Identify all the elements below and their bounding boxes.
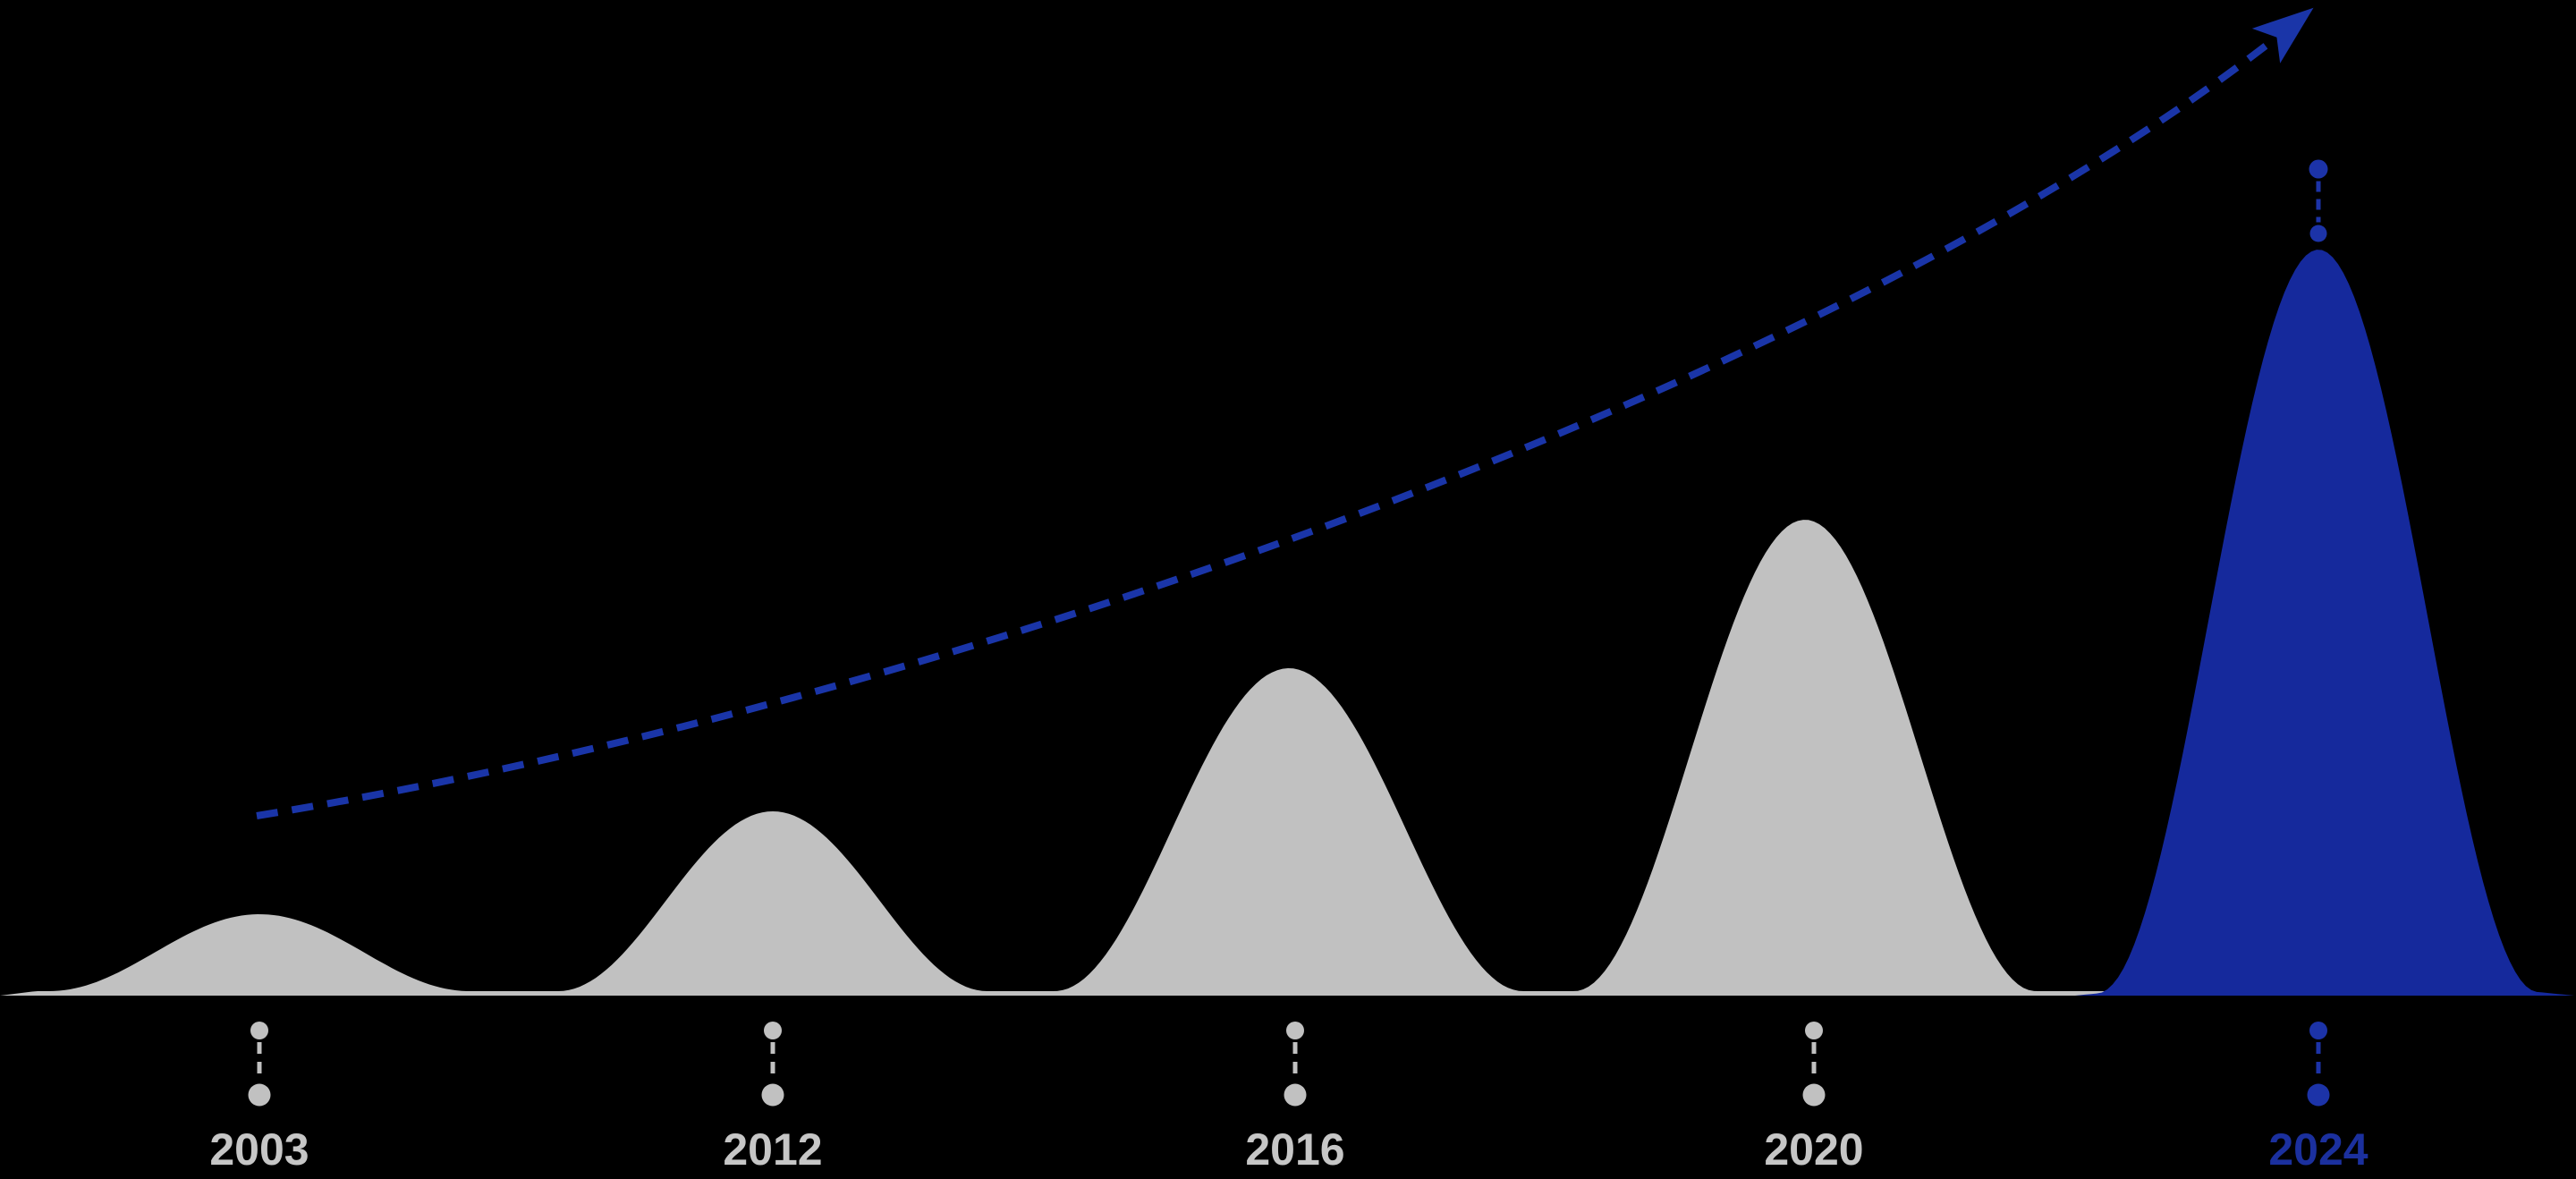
year-marker-2003-bottom-dot	[248, 1083, 271, 1107]
year-marker-2020-top-dot	[1805, 1022, 1823, 1039]
year-label-2003: 2003	[209, 1124, 309, 1175]
year-marker-2016-bottom-dot	[1284, 1083, 1307, 1107]
peak-top-marker-2024-bottom-dot	[2309, 225, 2327, 242]
year-labels: 2003 2012 2016 2020 2024	[209, 1124, 2368, 1175]
year-label-2020: 2020	[1764, 1124, 1863, 1175]
year-marker-2020	[1802, 1022, 1826, 1107]
year-marker-2024	[2307, 1022, 2330, 1107]
year-marker-2016-top-dot	[1286, 1022, 1304, 1039]
year-marker-2024-top-dot	[2309, 1022, 2327, 1039]
year-label-2024: 2024	[2268, 1124, 2368, 1175]
year-label-2012: 2012	[723, 1124, 822, 1175]
peak-top-marker-2024	[2309, 159, 2328, 242]
gray-waves-path	[0, 520, 2227, 996]
year-label-2016: 2016	[1245, 1124, 1344, 1175]
density-curves	[0, 250, 2574, 997]
blue-wave-2024-path	[2075, 250, 2574, 997]
year-marker-2012-bottom-dot	[761, 1083, 784, 1107]
peak-top-marker-2024	[2309, 159, 2328, 242]
year-marker-2012	[761, 1022, 784, 1107]
year-marker-2003	[248, 1022, 271, 1107]
growth-arrow	[256, 7, 2314, 819]
year-marker-2016	[1284, 1022, 1307, 1107]
peak-top-marker-2024-top-dot	[2309, 159, 2328, 179]
year-marker-2012-top-dot	[764, 1022, 782, 1039]
year-marker-2020-bottom-dot	[1802, 1083, 1826, 1107]
year-marker-2024-bottom-dot	[2307, 1083, 2330, 1107]
growth-arrow-head-icon	[2251, 7, 2314, 64]
year-markers	[248, 1022, 2330, 1107]
year-marker-2003-top-dot	[250, 1022, 268, 1039]
